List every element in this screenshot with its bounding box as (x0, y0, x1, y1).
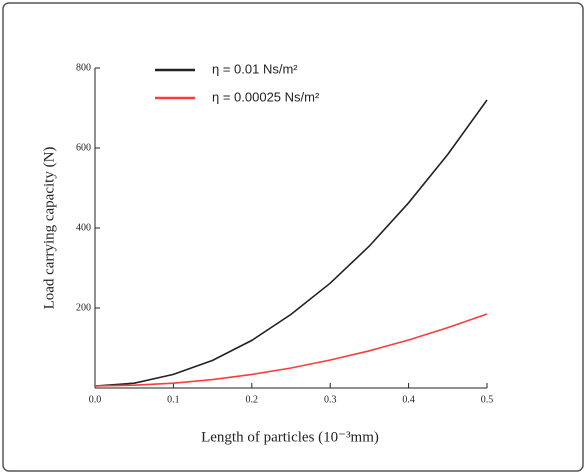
x-tick-label: 0.5 (481, 394, 494, 405)
series-line (94, 313, 488, 387)
y-tick-label: 800 (76, 62, 91, 73)
x-tick-label: 0.3 (324, 394, 337, 405)
x-tick-label: 0.1 (167, 394, 180, 405)
legend-label: η = 0.01 Ns/m² (212, 61, 298, 76)
y-tick-label: 600 (76, 142, 91, 153)
x-axis-title: Length of particles (10⁻³mm) (201, 429, 379, 445)
x-tick-label: 0.2 (246, 394, 259, 405)
legend-label: η = 0.00025 Ns/m² (212, 89, 320, 104)
y-tick-label: 200 (76, 302, 91, 313)
x-tick-label: 0.0 (89, 394, 102, 405)
series-line (94, 99, 488, 387)
y-axis-title: Load carrying capacity (N) (41, 147, 57, 310)
x-tick-label: 0.4 (402, 394, 415, 405)
y-tick-label: 400 (76, 222, 91, 233)
